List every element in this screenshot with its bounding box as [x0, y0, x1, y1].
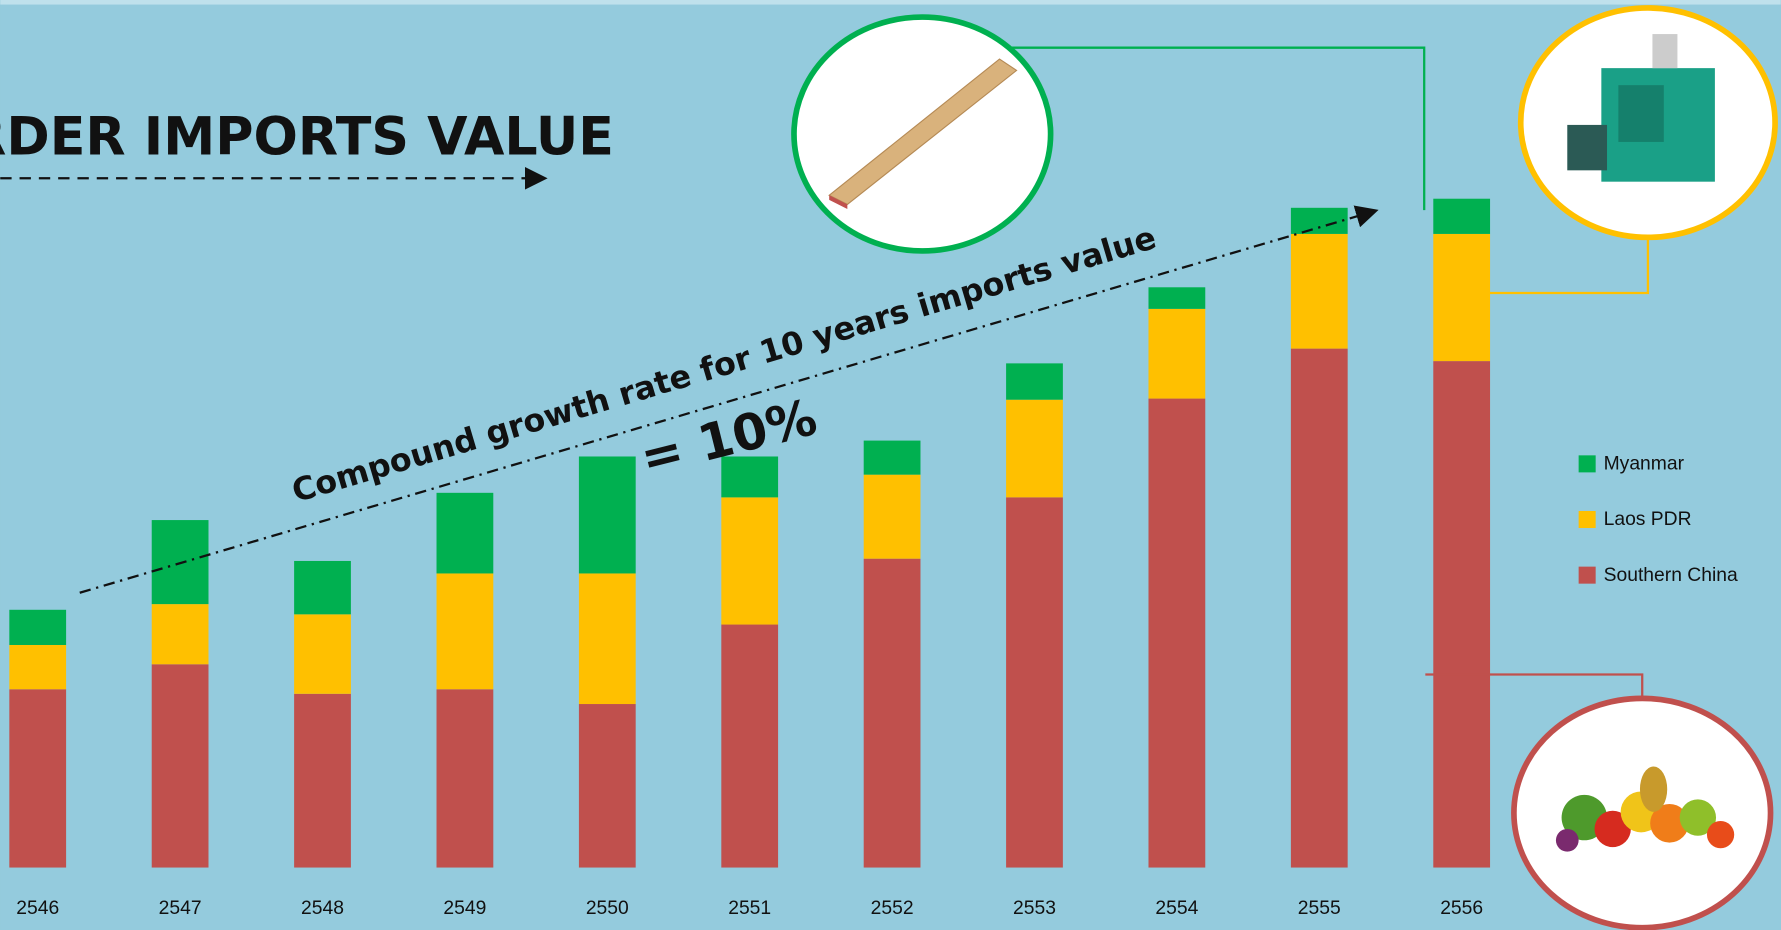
bar-segment [436, 492, 494, 574]
bar-segment [1148, 308, 1206, 399]
x-tick-label: 2556 [1440, 898, 1483, 919]
bar-segment [863, 474, 921, 559]
bar-segment [9, 644, 67, 690]
x-tick-label: 2553 [1013, 898, 1056, 919]
legend: Myanmar Laos PDR Southern China [1578, 454, 1738, 586]
bar-segment [151, 664, 209, 868]
bar-segment [9, 609, 67, 645]
bar-segment [151, 604, 209, 665]
x-tick-label: 2552 [871, 898, 914, 919]
bar-segment [1148, 398, 1206, 868]
bar-segment [294, 693, 351, 868]
legend-label: Myanmar [1604, 454, 1685, 475]
bar-segment [1006, 497, 1063, 868]
bar-segment [721, 497, 779, 625]
bar-segment [1148, 287, 1206, 309]
bar-segment [578, 573, 636, 705]
connector [1010, 46, 1426, 211]
bar-segment [863, 558, 921, 868]
bars: 2546 2547 2548 2549 2550 2551 2552 2553 2554 2555… [9, 198, 1491, 919]
legend-swatch [1578, 510, 1596, 529]
bar-segment [578, 704, 636, 868]
x-tick-label: 2546 [16, 898, 59, 919]
bar-segment [1433, 361, 1491, 868]
x-tick-label: 2551 [728, 898, 771, 919]
legend-label: Southern China [1604, 565, 1738, 586]
x-tick-label: 2547 [159, 898, 202, 919]
x-tick-label: 2548 [301, 898, 344, 919]
bar-segment [1006, 399, 1063, 498]
legend-swatch [1578, 455, 1596, 473]
wood-image [791, 14, 1054, 254]
bar-segment [1290, 348, 1348, 868]
legend-swatch [1578, 566, 1596, 584]
bar-segment [436, 573, 494, 690]
top-strip [0, 0, 1781, 5]
bar-segment [294, 560, 351, 615]
bar-segment [863, 440, 921, 475]
connector [1425, 673, 1644, 698]
bar-segment [578, 456, 636, 574]
bar-segment [1006, 363, 1063, 400]
bar-segment [294, 614, 351, 694]
bar-segment [721, 624, 779, 868]
chart-title: RDER IMPORTS VALUE [0, 107, 614, 167]
trend-arrow [79, 205, 1379, 594]
bar-segment [1290, 207, 1348, 234]
bar-segment [721, 456, 779, 498]
bar-segment [1290, 233, 1348, 349]
bar-segment [436, 689, 494, 868]
x-tick-label: 2554 [1155, 898, 1198, 919]
fruit-image [1511, 695, 1774, 930]
connector [1487, 238, 1650, 295]
x-tick-label: 2549 [443, 898, 486, 919]
bar-segment [1433, 198, 1491, 234]
legend-label: Laos PDR [1604, 509, 1692, 530]
x-tick-label: 2550 [586, 898, 629, 919]
x-tick-label: 2555 [1298, 898, 1341, 919]
bar-segment [9, 689, 67, 868]
bar-segment [1433, 233, 1491, 362]
machine-image [1517, 5, 1778, 241]
